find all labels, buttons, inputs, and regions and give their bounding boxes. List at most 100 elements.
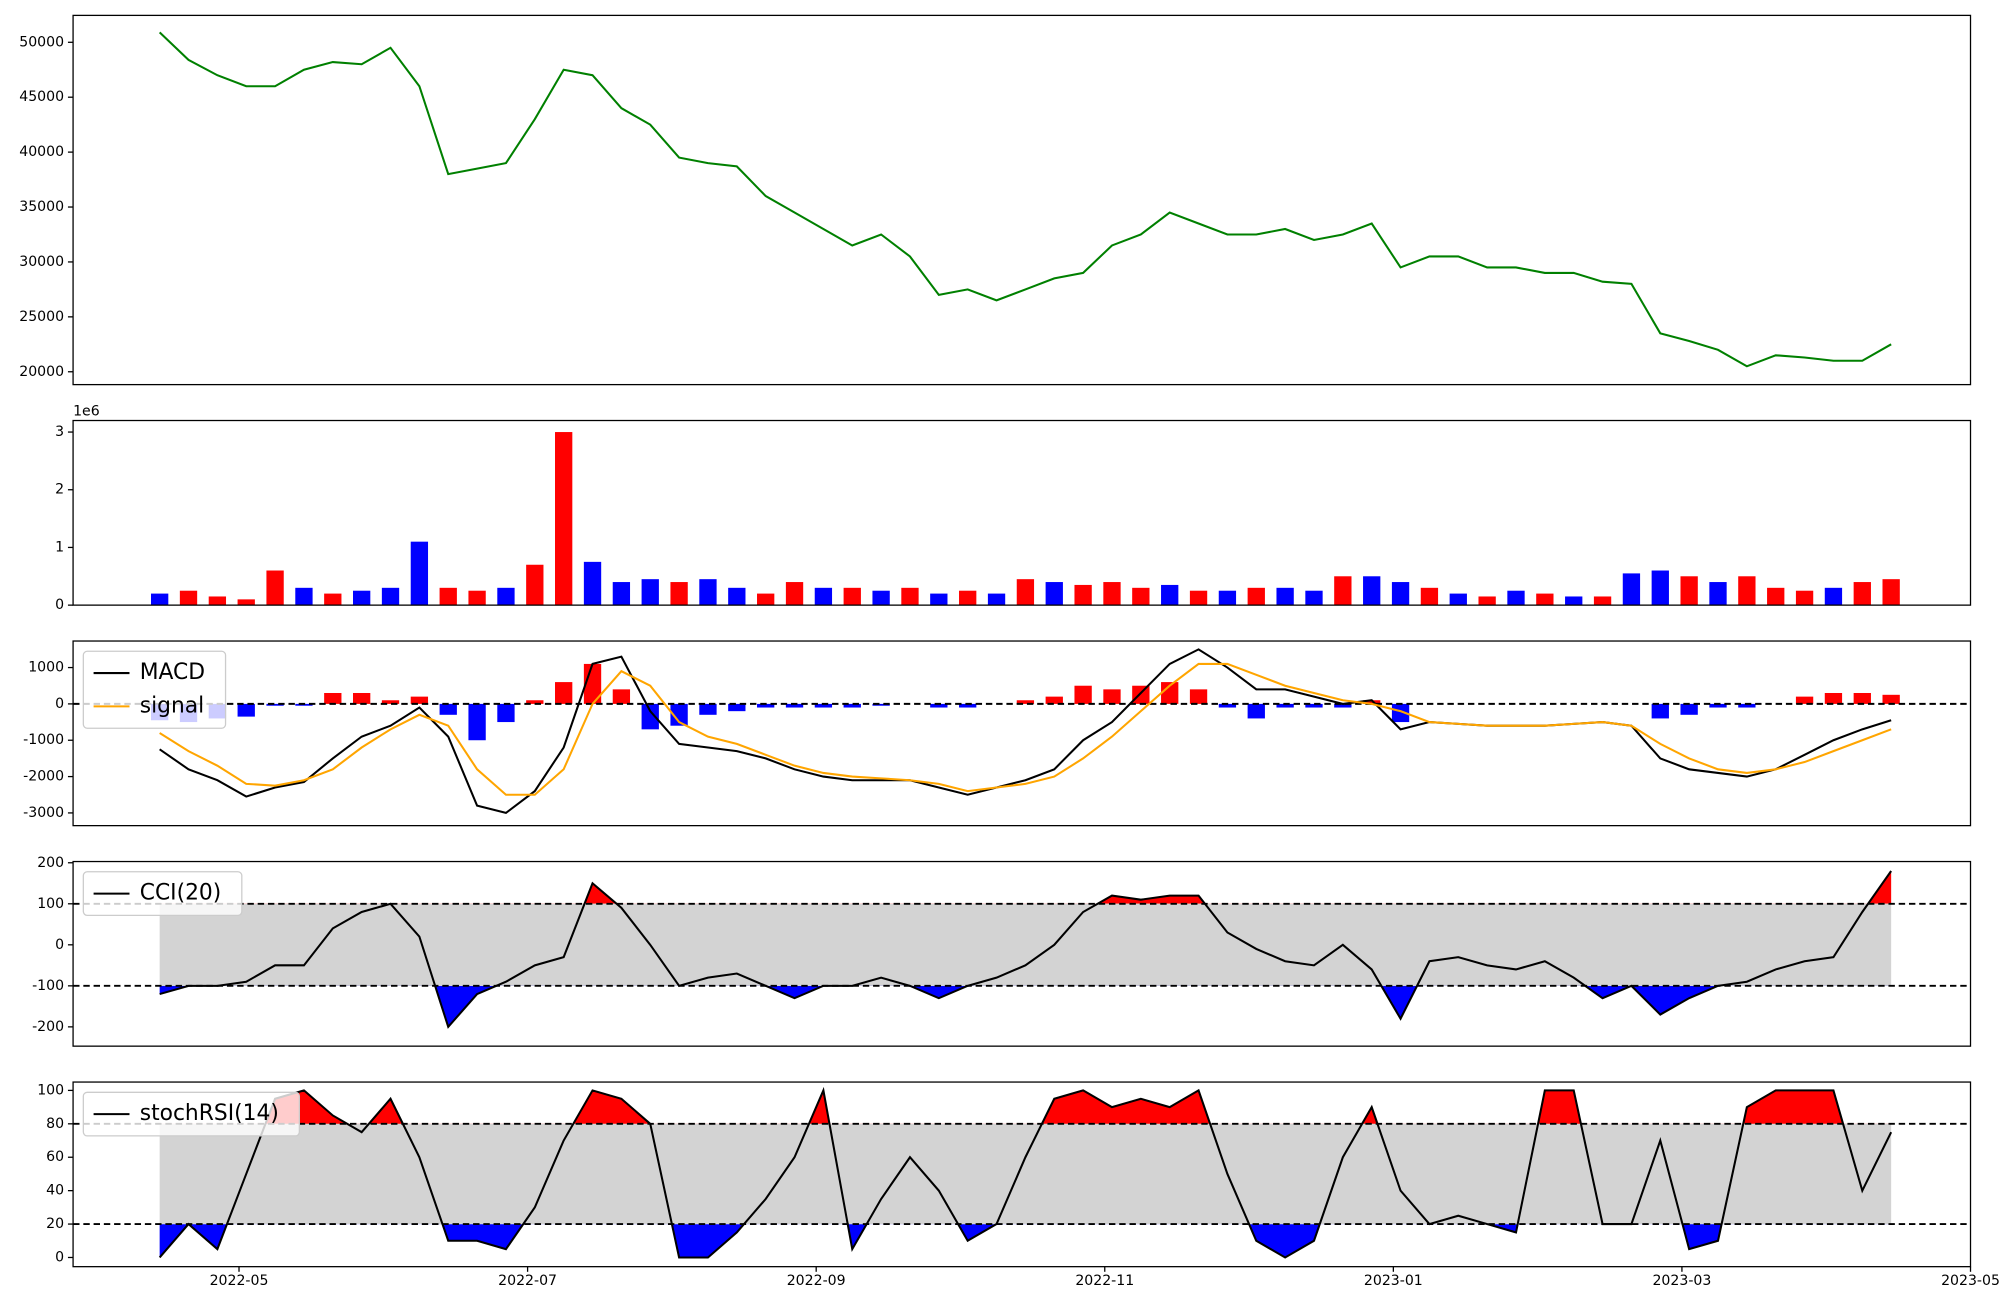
y-tick-label: -200 (32, 1019, 64, 1035)
volume-bar (930, 593, 948, 606)
histogram-bar (1738, 703, 1756, 708)
y-tick-label: 45000 (19, 89, 64, 105)
volume-bar (1132, 587, 1150, 606)
legend-label: signal (140, 693, 204, 718)
volume-bar (410, 541, 429, 606)
y-tick-label: 35000 (19, 199, 64, 215)
histogram-bar (381, 700, 400, 704)
volume-bar (1767, 587, 1785, 606)
volume-bar (1622, 573, 1641, 606)
volume-bar (785, 582, 804, 606)
legend: MACD signal (82, 650, 227, 729)
volume-bar (381, 587, 400, 606)
volume-bar (150, 593, 169, 606)
y-tick-label: 1 (55, 539, 64, 555)
volume-bar (266, 570, 284, 606)
y-tick-label: 40 (46, 1183, 64, 1199)
x-tick-label: 2022-11 (1075, 1273, 1134, 1289)
y-tick-label: 20 (46, 1216, 64, 1232)
volume-bar (1565, 596, 1583, 606)
histogram-bar (1103, 689, 1121, 704)
legend: stochRSI(14) (82, 1091, 300, 1137)
band (159, 1123, 1892, 1225)
y-tick-label: 80 (46, 1116, 64, 1132)
series-line (158, 31, 1892, 368)
histogram-bar (1016, 700, 1035, 704)
histogram-bar (1334, 703, 1352, 708)
histogram-bar (1651, 703, 1669, 719)
volume-bar (612, 582, 631, 606)
y-tick-label: 25000 (19, 309, 64, 325)
histogram-bar (324, 692, 342, 704)
volume-bar (901, 587, 919, 606)
histogram-bar (843, 703, 861, 708)
volume-bar (497, 587, 515, 606)
histogram-bar (728, 703, 746, 712)
volume-bar (1478, 596, 1496, 606)
legend-box (82, 650, 227, 729)
volume-bar (1276, 587, 1294, 606)
histogram-bar (814, 703, 833, 708)
band (159, 903, 1892, 986)
volume-bar (555, 432, 573, 606)
volume-bar (1680, 576, 1698, 606)
histogram-bar (930, 703, 948, 708)
legend-box (82, 1091, 300, 1137)
plot-area (73, 870, 1971, 1029)
volume-bar (1709, 582, 1727, 606)
y-tick-label: 0 (55, 1249, 64, 1265)
axes-frame (72, 860, 1972, 1047)
histogram-bar (1391, 703, 1410, 723)
volume-bar (583, 561, 602, 606)
y-tick-label: 3 (55, 424, 64, 440)
volume-bar (439, 587, 457, 606)
volume-bar (814, 587, 833, 606)
histogram-bar (699, 703, 717, 715)
histogram-bar (266, 703, 284, 706)
histogram-bar (353, 692, 371, 704)
histogram-bar (555, 682, 573, 704)
histogram-bar (468, 703, 486, 741)
volume-bar (1853, 582, 1871, 606)
x-tick-label: 2022-09 (787, 1273, 846, 1289)
y-tick-label: 30000 (19, 254, 64, 270)
volume-bar (641, 579, 659, 606)
y-tick-label: 40000 (19, 144, 64, 160)
histogram-bar (526, 700, 544, 704)
volume-bar (237, 599, 255, 606)
y-tick-label: 100 (37, 896, 64, 912)
histogram-bar (1189, 689, 1208, 704)
y-tick-label: 200 (37, 855, 64, 871)
histogram-bar (1363, 700, 1381, 704)
histogram-bar (1709, 703, 1727, 708)
histogram-bar (497, 703, 515, 723)
volume-bar (670, 582, 688, 606)
y-tick-label: -1000 (23, 732, 64, 748)
legend-label: MACD (140, 660, 205, 685)
volume-bar (1824, 587, 1843, 606)
histogram-bar (410, 696, 429, 704)
volume-bar (324, 593, 342, 606)
volume-bar (1882, 579, 1900, 606)
volume-bar (1161, 584, 1179, 606)
y-tick-label: 0 (55, 937, 64, 953)
series-line (159, 870, 1892, 1029)
volume-bar (1363, 576, 1381, 606)
volume-bar (1593, 596, 1612, 606)
plot-area (73, 1086, 1971, 1259)
volume-bar (1420, 587, 1439, 606)
y-tick-label: 2 (55, 482, 64, 498)
volume-bar (1449, 593, 1467, 606)
histogram-bar (1853, 692, 1871, 704)
histogram-bar (1132, 685, 1150, 704)
volume-bar (1016, 579, 1035, 606)
histogram-bar (1680, 703, 1698, 715)
histogram-bar (1305, 703, 1323, 708)
volume-bar (1247, 587, 1265, 606)
histogram-bar (641, 703, 659, 730)
volume-bar (179, 590, 198, 606)
histogram-bar (959, 703, 977, 708)
volume-bar (468, 590, 486, 606)
